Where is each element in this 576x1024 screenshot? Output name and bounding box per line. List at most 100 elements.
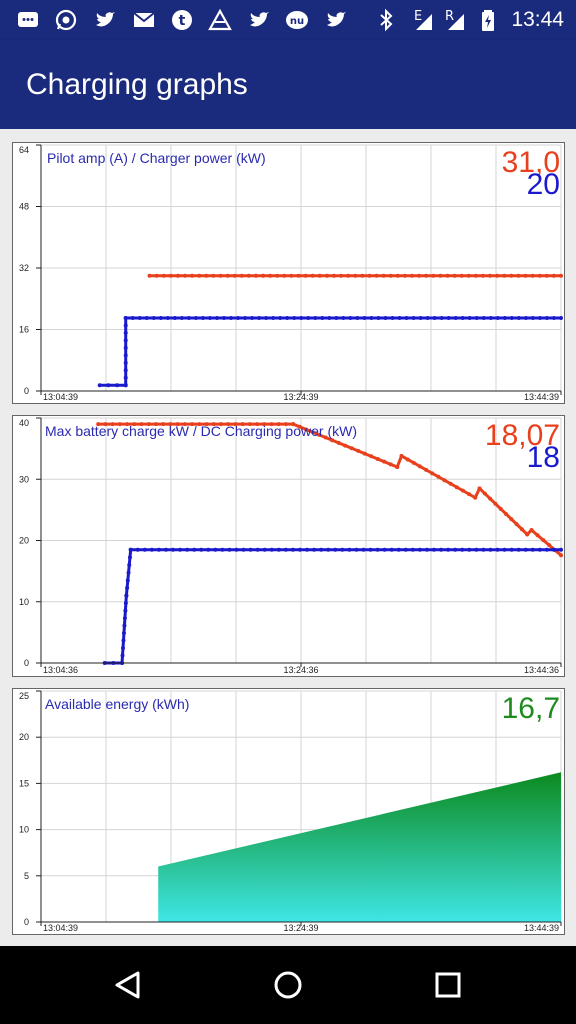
series-point [168, 422, 173, 427]
page-title: Charging graphs [26, 68, 248, 101]
y-tick-label: 10 [19, 825, 29, 835]
series-point [172, 315, 177, 320]
series-point [454, 485, 459, 490]
series-area [158, 772, 561, 922]
chart-value-primary: 16,7 [501, 692, 560, 725]
series-point [156, 547, 161, 552]
series-point [161, 422, 166, 427]
series-point [473, 495, 478, 500]
series-point [282, 273, 287, 278]
series-point [183, 273, 188, 278]
x-tick-label: 13:04:36 [43, 665, 78, 675]
back-icon [115, 971, 140, 999]
series-point [537, 315, 542, 320]
series-point [154, 273, 159, 278]
series-point [346, 273, 351, 278]
x-tick-label: 13:04:39 [43, 923, 78, 933]
series-point [334, 315, 339, 320]
series-point [544, 273, 549, 278]
series-point [369, 315, 374, 320]
series-point [285, 315, 290, 320]
series-point [339, 273, 344, 278]
recents-button[interactable] [428, 965, 468, 1005]
series-point [551, 273, 556, 278]
series-point [537, 273, 542, 278]
series-point [117, 422, 122, 427]
series-point [488, 273, 493, 278]
series-point [257, 315, 262, 320]
y-tick-label: 25 [19, 691, 29, 701]
series-point [340, 547, 345, 552]
series-point [297, 547, 302, 552]
series-point [158, 315, 163, 320]
series-point [163, 547, 168, 552]
series-point [360, 273, 365, 278]
series-point [559, 273, 563, 278]
chart-card-battery-charge: 0 10 20 30 40 13:04:36 13:24:36 13:44:36 Max ba… [12, 415, 565, 677]
series-point [417, 464, 422, 469]
series-point [132, 422, 137, 427]
series-point [356, 448, 361, 453]
series-point [327, 315, 332, 320]
series-point [214, 315, 219, 320]
series-point [211, 422, 216, 427]
series-point [127, 555, 132, 560]
series-point [474, 547, 479, 552]
series-point [438, 273, 443, 278]
series-point [525, 532, 530, 537]
series-point [362, 315, 367, 320]
series-point [240, 422, 245, 427]
series-point [269, 547, 274, 552]
series-point [204, 422, 209, 427]
x-tick-label: 13:44:39 [524, 923, 559, 933]
series-point [432, 315, 437, 320]
series-point [424, 273, 429, 278]
series-point [123, 323, 128, 328]
series-line [104, 548, 561, 665]
back-button[interactable] [108, 965, 148, 1005]
series-point [530, 315, 535, 320]
series-point [448, 481, 453, 486]
series-point [388, 462, 393, 467]
home-button[interactable] [268, 965, 308, 1005]
series-point [354, 547, 359, 552]
series-point [493, 501, 498, 506]
y-tick-label: 48 [19, 202, 29, 212]
series-point [495, 273, 500, 278]
series-point [382, 547, 387, 552]
chart-card-available-energy: 0 5 10 15 20 25 13:04:39 13:24:39 13:44:39 Avail… [12, 688, 565, 935]
series-point [341, 315, 346, 320]
y-tick-label: 64 [19, 145, 29, 155]
series-point [333, 547, 338, 552]
series-point [246, 273, 251, 278]
series-point [395, 273, 400, 278]
series-point [317, 273, 322, 278]
series-point [480, 273, 485, 278]
series-point [405, 457, 410, 462]
series-point [326, 547, 331, 552]
clock: 13:44 [511, 8, 564, 31]
series-point [291, 422, 296, 427]
series-point [410, 273, 415, 278]
series-point [388, 273, 393, 278]
series-point [123, 383, 128, 388]
series-point [488, 547, 493, 552]
series-point [551, 547, 556, 552]
series-point [204, 273, 209, 278]
series-point [544, 547, 549, 552]
series-point [418, 315, 423, 320]
series-point [417, 273, 422, 278]
charts-container[interactable]: 0 16 32 48 64 13:04:39 13:24:39 13:44:39 Pilot … [0, 129, 576, 946]
series-point [161, 273, 166, 278]
series-point [303, 273, 308, 278]
series-point [459, 273, 464, 278]
series-point [124, 593, 129, 598]
series-point [255, 422, 260, 427]
y-tick-label: 40 [19, 418, 29, 428]
chart-title: Pilot amp (A) / Charger power (kW) [47, 150, 266, 166]
series-point [243, 315, 248, 320]
y-tick-label: 0 [24, 917, 29, 927]
series-point [190, 422, 195, 427]
series-point [292, 315, 297, 320]
series-point [523, 273, 528, 278]
